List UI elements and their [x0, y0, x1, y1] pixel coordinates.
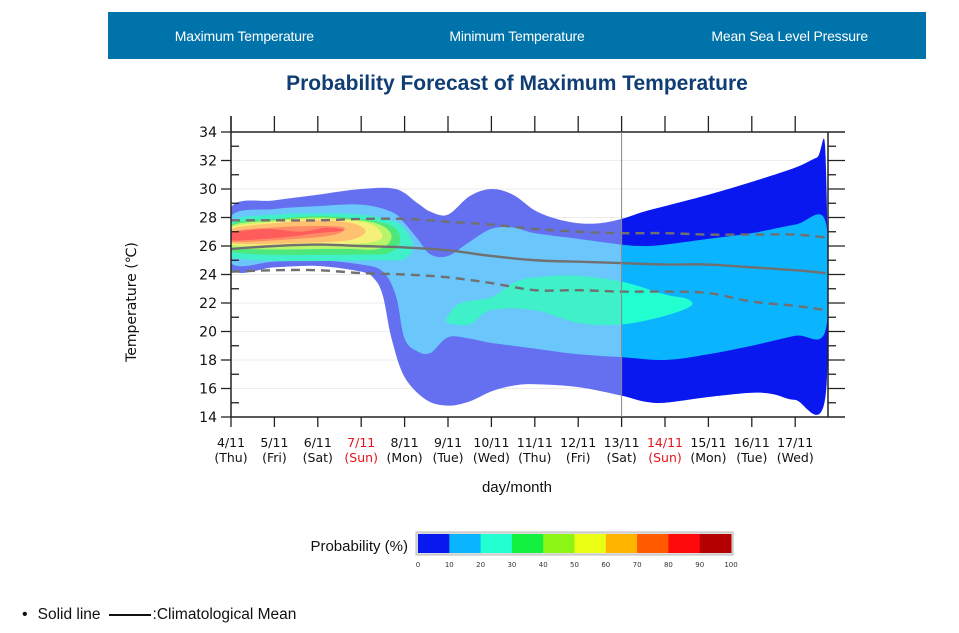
climatology-dashed-line [231, 217, 826, 239]
solid-line-sample-icon [108, 614, 151, 616]
x-tick-day-label: (Sun) [648, 450, 682, 465]
y-tick-label: 34 [199, 125, 217, 141]
x-tick-day-label: (Tue) [432, 450, 463, 465]
y-tick-label: 30 [199, 182, 217, 198]
y-tick-label: 26 [199, 239, 217, 255]
x-tick-day-label: (Wed) [777, 450, 814, 465]
x-tick-date-label: 6/11 [304, 435, 332, 450]
x-tick-date-label: 15/11 [690, 435, 726, 450]
colorbar-tick-label: 10 [445, 561, 454, 569]
climatology-dashed-line [231, 268, 826, 312]
y-tick-label: 18 [199, 353, 217, 369]
colorbar-swatch [637, 534, 669, 553]
bullet-icon: • [22, 606, 28, 623]
x-axis-label: day/month [482, 479, 552, 496]
axes [221, 116, 845, 427]
colorbar-swatch [511, 534, 544, 553]
y-tick-label: 20 [199, 325, 217, 341]
x-tick-day-label: (Fri) [262, 450, 287, 465]
colorbar-label: Probability (%) [310, 538, 408, 555]
colorbar-swatch [449, 534, 482, 553]
colorbar-legend: Probability (%) 0 10 20 30 40 50 60 70 80 90 100 [310, 531, 738, 569]
y-tick-labels: 14 16 18 20 22 24 26 28 30 32 34 [199, 125, 217, 426]
colorbar-tick-label: 30 [507, 561, 516, 569]
colorbar-tick-label: 80 [664, 561, 673, 569]
x-tick-day-label: (Fri) [566, 450, 591, 465]
y-tick-label: 32 [199, 154, 217, 170]
x-tick-date-label: 7/11 [347, 435, 375, 450]
x-tick-date-label: 8/11 [391, 435, 419, 450]
x-tick-day-label: (Sun) [344, 450, 378, 465]
footnote-solid-line-text: Solid line [37, 606, 101, 623]
probability-band-10-20pct-late [621, 214, 828, 361]
colorbar-swatch [605, 534, 638, 553]
x-tick-date-label: 16/11 [734, 435, 770, 450]
probability-blob-early [445, 275, 622, 326]
colorbar-swatch [480, 534, 513, 553]
y-tick-label: 14 [199, 410, 217, 426]
tab-mean-sea-level-pressure[interactable]: Mean Sea Level Pressure [711, 27, 868, 44]
tab-maximum-temperature[interactable]: Maximum Temperature [174, 27, 314, 44]
x-tick-date-label: 11/11 [517, 435, 553, 450]
chart-title: Probability Forecast of Maximum Temperat… [286, 72, 748, 95]
colorbar-swatch [418, 534, 450, 553]
colorbar-tick-label: 70 [633, 561, 642, 569]
x-tick-day-label: (Sat) [303, 450, 333, 465]
probability-bands [231, 138, 828, 415]
x-tick-date-label: 5/11 [260, 435, 288, 450]
colorbar-swatch [574, 534, 607, 553]
x-tick-day-label: (Tue) [736, 450, 767, 465]
x-tick-date-label: 12/11 [560, 435, 596, 450]
colorbar-tick-label: 0 [416, 561, 420, 569]
y-tick-label: 24 [199, 268, 217, 284]
footnote-climatological-mean-text: :Climatological Mean [152, 606, 297, 623]
x-tick-date-label: 17/11 [777, 435, 813, 450]
x-tick-labels: 4/11(Thu)5/11(Fri)6/11(Sat)7/11(Sun)8/11… [214, 435, 813, 465]
x-tick-day-label: (Thu) [214, 450, 247, 465]
colorbar-tick-label: 60 [601, 561, 610, 569]
legend-footnote: • Solid line :Climatological Mean [22, 606, 296, 624]
x-tick-date-label: 13/11 [604, 435, 640, 450]
y-tick-label: 28 [199, 211, 217, 227]
forecast-nav: Maximum Temperature Minimum Temperature … [108, 12, 926, 59]
colorbar-swatch [543, 534, 575, 553]
x-tick-date-label: 10/11 [473, 435, 509, 450]
x-tick-day-label: (Mon) [690, 450, 726, 465]
x-tick-day-label: (Thu) [518, 450, 551, 465]
colorbar-tick-label: 100 [724, 561, 737, 569]
x-tick-date-label: 14/11 [647, 435, 683, 450]
climatological-mean-line [231, 243, 826, 275]
probability-band-80-90pct [231, 227, 344, 241]
colorbar-tick-label: 20 [476, 561, 485, 569]
colorbar-tick-label: 40 [539, 561, 548, 569]
colorbar-tick-label: 90 [695, 561, 704, 569]
x-tick-day-label: (Sat) [606, 450, 636, 465]
x-tick-date-label: 9/11 [434, 435, 462, 450]
colorbar-swatch [668, 534, 701, 553]
colorbar-swatch [699, 534, 732, 553]
x-tick-day-label: (Wed) [473, 450, 510, 465]
tab-minimum-temperature[interactable]: Minimum Temperature [449, 27, 585, 44]
y-axis-label: Temperature (℃) [124, 242, 140, 363]
y-tick-label: 22 [199, 296, 217, 312]
climatology-lines [231, 217, 826, 312]
y-tick-label: 16 [199, 382, 217, 398]
colorbar-tick-label: 50 [570, 561, 579, 569]
x-tick-date-label: 4/11 [217, 435, 245, 450]
x-tick-day-label: (Mon) [387, 450, 423, 465]
